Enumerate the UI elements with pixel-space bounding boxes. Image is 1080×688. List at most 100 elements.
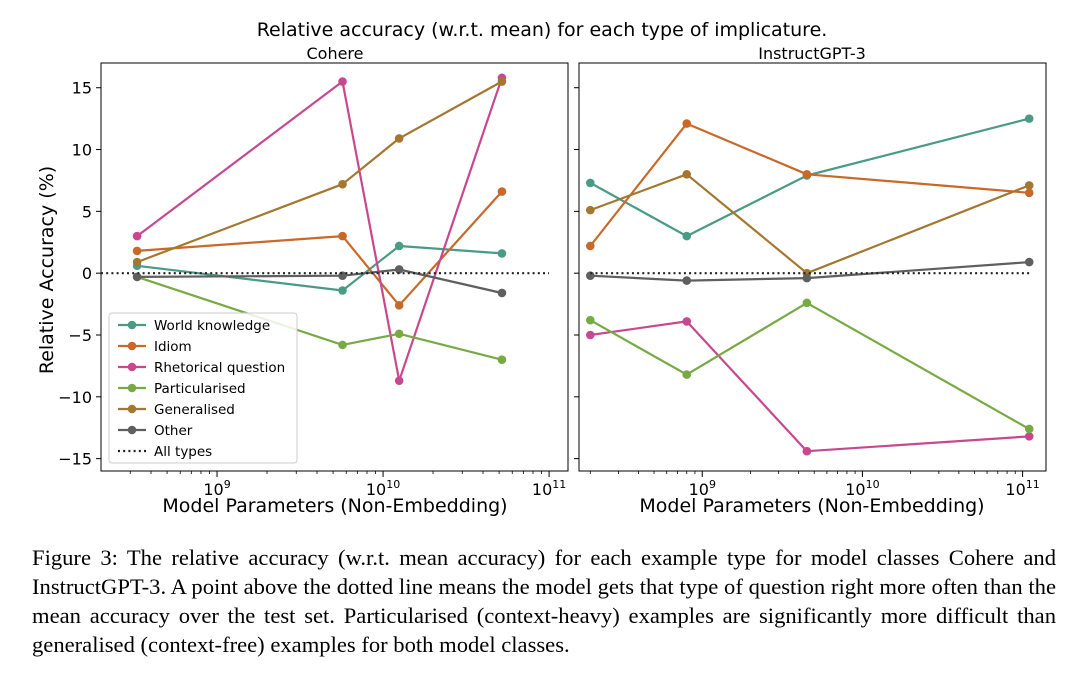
legend-box xyxy=(108,312,298,464)
figure-caption: Figure 3: The relative accuracy (w.r.t. … xyxy=(32,545,1056,657)
series-other xyxy=(586,257,1034,285)
legend-label: Rhetorical question xyxy=(154,360,285,376)
legend-item-rhetorical-question: Rhetorical question xyxy=(118,360,285,376)
panel-title-instructgpt3: InstructGPT-3 xyxy=(758,44,866,63)
data-point-generalised xyxy=(497,77,507,86)
series-line-generalised xyxy=(589,173,1030,275)
x-tick-label: 1010 xyxy=(366,478,400,499)
data-point-rhetorical-question xyxy=(394,376,404,386)
data-point-other xyxy=(1024,257,1034,267)
series-line-rhetorical-question xyxy=(590,320,1030,453)
data-point-rhetorical-question xyxy=(682,317,692,326)
legend-item-world-knowledge: World knowledge xyxy=(118,318,270,334)
data-point-generalised xyxy=(1024,181,1034,190)
y-tick-label: −5 xyxy=(68,326,92,345)
series-line-idiom xyxy=(137,190,503,307)
data-point-world-knowledge xyxy=(338,286,347,295)
data-point-world-knowledge xyxy=(1024,114,1034,123)
x-tick-label: 109 xyxy=(689,478,716,499)
data-point-other xyxy=(132,272,142,282)
x-tick-label: 1011 xyxy=(1005,478,1039,499)
data-point-idiom xyxy=(586,241,595,251)
x-axis-label-instructgpt3: Model Parameters (Non-Embedding) xyxy=(639,495,984,517)
series-line-other xyxy=(590,261,1030,282)
panel-cohere: −15 −10 −5 0 5 10 15 109 1010 1011 World knowledge… xyxy=(58,62,569,499)
legend-label: Generalised xyxy=(154,402,235,418)
series-line-other xyxy=(137,268,503,295)
data-point-rhetorical-question xyxy=(802,446,812,456)
data-point-other xyxy=(682,276,692,285)
series-line-rhetorical-question xyxy=(136,77,503,382)
legend: World knowledge Idiom Rhetorical question P… xyxy=(108,312,298,464)
figure: Relative accuracy (w.r.t. mean) for each… xyxy=(36,19,1047,517)
data-point-idiom xyxy=(1024,188,1034,198)
data-point-rhetorical-question xyxy=(338,77,347,86)
y-tick-label: −15 xyxy=(58,450,92,469)
series-generalised xyxy=(132,77,507,267)
data-point-other xyxy=(394,265,404,274)
data-point-particularised xyxy=(394,329,404,339)
y-tick-label: 10 xyxy=(72,141,92,160)
figure-title: Relative accuracy (w.r.t. mean) for each… xyxy=(257,19,828,41)
legend-label: Particularised xyxy=(154,381,246,397)
data-point-idiom xyxy=(802,169,812,179)
data-point-rhetorical-question xyxy=(132,231,142,241)
series-particularised xyxy=(586,298,1034,434)
x-axis-label-cohere: Model Parameters (Non-Embedding) xyxy=(162,495,507,517)
series-line-particularised xyxy=(136,275,503,361)
data-point-world-knowledge xyxy=(586,178,595,188)
y-tick-label: −10 xyxy=(58,388,92,407)
data-point-rhetorical-question xyxy=(586,330,595,340)
data-point-generalised xyxy=(682,169,692,179)
data-point-idiom xyxy=(394,301,404,310)
data-point-particularised xyxy=(682,370,692,379)
figure-canvas: Relative accuracy (w.r.t. mean) for each… xyxy=(36,19,1047,517)
series-idiom xyxy=(586,119,1034,251)
data-point-generalised xyxy=(132,257,142,267)
x-tick-label: 109 xyxy=(203,478,230,499)
legend-marker xyxy=(127,362,137,372)
series-idiom xyxy=(132,187,507,310)
legend-marker xyxy=(127,383,137,393)
panel-title-cohere: Cohere xyxy=(306,44,363,63)
data-point-other xyxy=(802,273,812,283)
panel-instructgpt3: 109 1010 1011 xyxy=(574,62,1047,499)
data-point-particularised xyxy=(802,298,812,308)
legend-label: Other xyxy=(154,423,193,439)
legend-item-particularised: Particularised xyxy=(118,381,246,397)
data-point-idiom xyxy=(497,187,507,196)
data-point-idiom xyxy=(132,246,142,256)
y-tick-label: 0 xyxy=(82,264,92,283)
data-point-generalised xyxy=(338,179,347,189)
data-point-world-knowledge xyxy=(394,241,404,251)
legend-marker xyxy=(127,341,137,351)
legend-marker xyxy=(127,425,137,435)
legend-item-generalised: Generalised xyxy=(118,402,235,418)
series-rhetorical-question xyxy=(132,73,507,386)
series-line-idiom xyxy=(589,122,1030,247)
series-line-world-knowledge xyxy=(589,117,1030,238)
data-point-world-knowledge xyxy=(682,231,692,241)
data-point-particularised xyxy=(338,340,347,350)
series-generalised xyxy=(586,169,1034,278)
data-point-rhetorical-question xyxy=(1024,432,1034,441)
legend-marker xyxy=(127,404,137,414)
series-line-generalised xyxy=(136,80,503,264)
data-point-idiom xyxy=(682,119,692,128)
legend-item-other: Other xyxy=(118,423,193,439)
data-point-other xyxy=(497,288,507,298)
legend-label: Idiom xyxy=(154,339,192,355)
x-tick-label: 1010 xyxy=(845,478,879,499)
data-point-particularised xyxy=(1024,424,1034,434)
data-point-world-knowledge xyxy=(497,249,507,258)
legend-item-idiom: Idiom xyxy=(118,339,192,355)
data-point-generalised xyxy=(586,205,595,215)
legend-label: World knowledge xyxy=(154,318,270,334)
series-rhetorical-question xyxy=(586,317,1034,456)
data-point-particularised xyxy=(586,315,595,325)
y-tick-label: 5 xyxy=(82,202,92,221)
y-tick-label: 15 xyxy=(72,79,92,98)
data-point-generalised xyxy=(394,134,404,143)
data-point-idiom xyxy=(338,231,347,241)
legend-label: All types xyxy=(154,444,212,460)
